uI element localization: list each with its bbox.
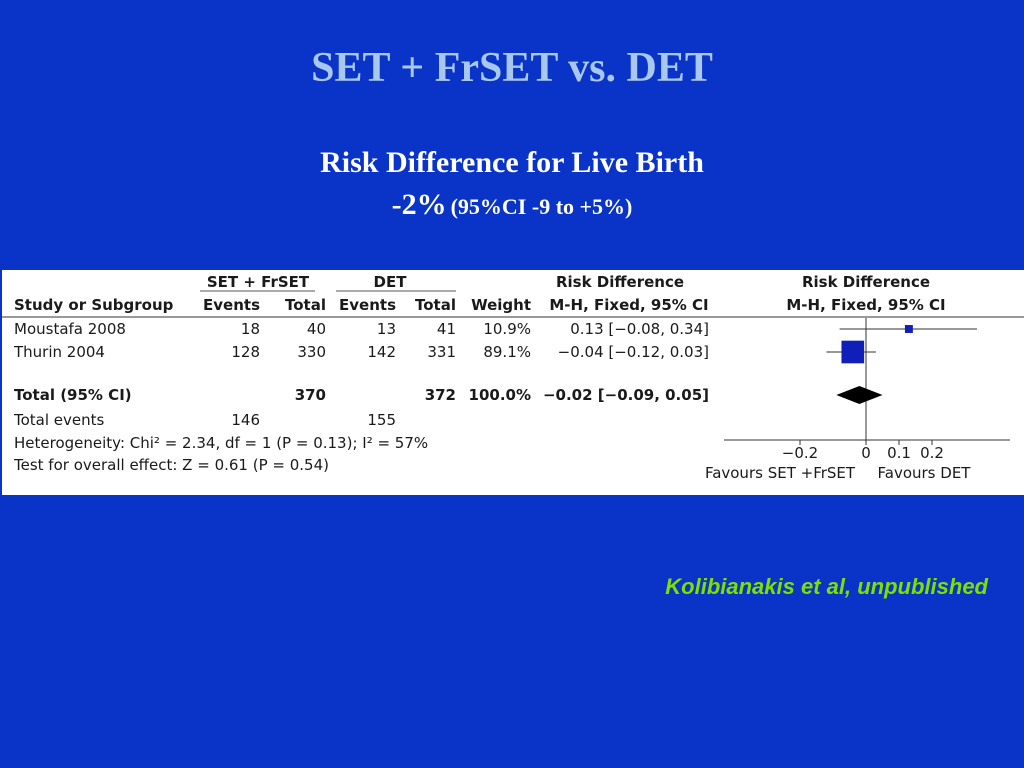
row-events1: 18: [241, 320, 260, 338]
row-total1: 40: [307, 320, 326, 338]
total-total1: 370: [295, 386, 326, 404]
forest-plot: −0.2 0 0.1 0.2: [724, 318, 1010, 462]
rd-method: M-H, Fixed, 95% CI: [549, 296, 708, 314]
total-row: Total (95% CI) 370 372 100.0% −0.02 [−0.…: [14, 386, 709, 404]
x-tick-label: 0.1: [887, 444, 911, 462]
col-study: Study or Subgroup: [14, 296, 174, 314]
row-events2: 142: [367, 343, 396, 361]
total-total2: 372: [425, 386, 456, 404]
favours-right-label: Favours DET: [878, 464, 972, 482]
summary-value: -2%: [391, 188, 447, 221]
group1-header: SET + FrSET: [207, 273, 310, 291]
col-events2: Events: [339, 296, 396, 314]
total-weight: 100.0%: [469, 386, 531, 404]
row-events2: 13: [377, 320, 396, 338]
total-events2: 155: [367, 411, 396, 429]
heterogeneity-text: Heterogeneity: Chi² = 2.34, df = 1 (P = …: [14, 434, 428, 452]
total-events-row: Total events 146 155: [13, 411, 396, 429]
row-total2: 41: [437, 320, 456, 338]
row-study: Moustafa 2008: [14, 320, 126, 338]
x-tick-label: −0.2: [782, 444, 818, 462]
row-total1: 330: [297, 343, 326, 361]
row-weight: 89.1%: [483, 343, 531, 361]
table-row: Thurin 2004 128 330 142 331 89.1% −0.04 …: [13, 343, 709, 361]
row-events1: 128: [231, 343, 260, 361]
citation: Kolibianakis et al, unpublished: [665, 574, 988, 599]
plot-method: M-H, Fixed, 95% CI: [786, 296, 945, 314]
col-weight: Weight: [471, 296, 531, 314]
pooled-diamond: [836, 386, 883, 404]
x-tick-label: 0.2: [920, 444, 944, 462]
study-square: [841, 340, 865, 364]
row-weight: 10.9%: [483, 320, 531, 338]
study-square: [904, 325, 913, 333]
slide-subtitle: Risk Difference for Live Birth: [320, 146, 704, 179]
overall-effect-text: Test for overall effect: Z = 0.61 (P = 0…: [13, 456, 329, 474]
slide-title: SET + FrSET vs. DET: [311, 45, 713, 91]
total-events-label: Total events: [13, 411, 105, 429]
table-row: Moustafa 2008 18 40 13 41 10.9% 0.13 [−0…: [14, 320, 709, 338]
forest-plot-panel: SET + FrSET DET Risk Difference Risk Dif…: [2, 270, 1024, 495]
summary-ci: (95%CI -9 to +5%): [450, 194, 633, 219]
total-rd: −0.02 [−0.09, 0.05]: [543, 386, 709, 404]
total-events1: 146: [231, 411, 260, 429]
row-total2: 331: [427, 343, 456, 361]
group2-header: DET: [374, 273, 408, 291]
col-total1: Total: [285, 296, 326, 314]
plot-header: Risk Difference: [802, 273, 930, 291]
col-total2: Total: [415, 296, 456, 314]
row-study: Thurin 2004: [13, 343, 105, 361]
total-label: Total (95% CI): [14, 386, 132, 404]
row-rd: 0.13 [−0.08, 0.34]: [570, 320, 709, 338]
x-tick-label: 0: [861, 444, 871, 462]
summary-line: -2% (95%CI -9 to +5%): [0, 188, 1024, 222]
row-rd: −0.04 [−0.12, 0.03]: [558, 343, 709, 361]
forest-plot-svg: SET + FrSET DET Risk Difference Risk Dif…: [2, 273, 1024, 482]
favours-left-label: Favours SET +FrSET: [705, 464, 856, 482]
rd-header: Risk Difference: [556, 273, 684, 291]
col-events1: Events: [203, 296, 260, 314]
